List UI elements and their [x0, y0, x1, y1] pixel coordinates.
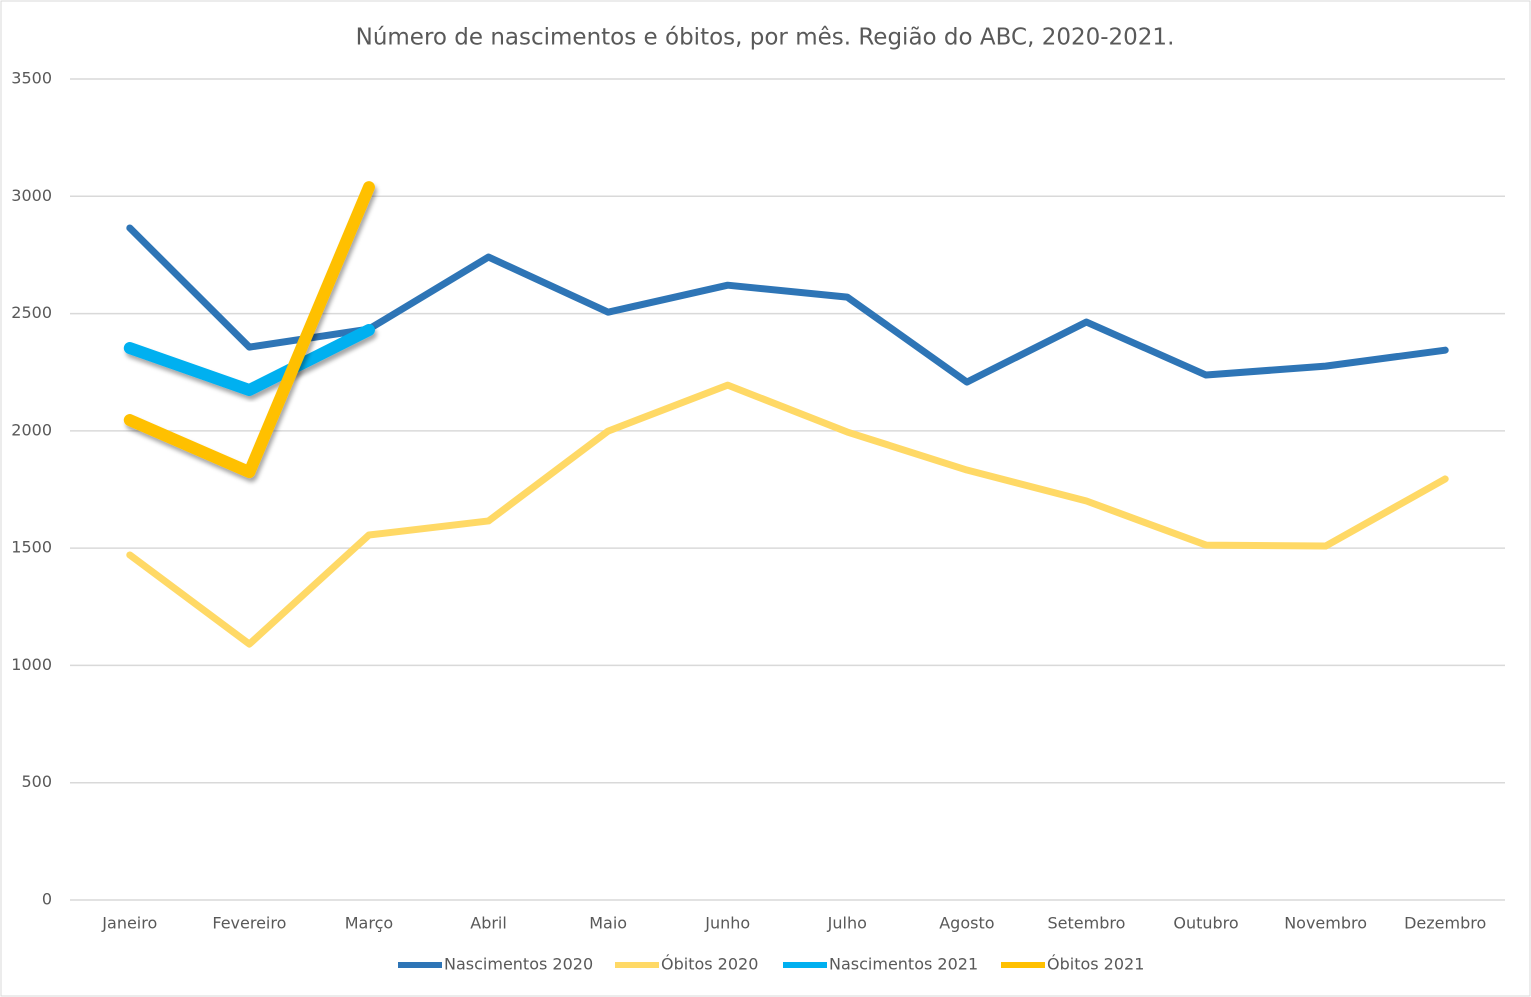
x-tick-label: Julho [827, 914, 867, 933]
legend-label: Nascimentos 2020 [444, 955, 593, 974]
x-tick-label: Maio [589, 914, 627, 933]
y-tick-label: 0 [42, 890, 52, 909]
y-tick-label: 2500 [11, 303, 52, 322]
x-tick-label: Agosto [939, 914, 994, 933]
x-tick-label: Setembro [1048, 914, 1126, 933]
x-tick-label: Fevereiro [212, 914, 286, 933]
legend-label: Nascimentos 2021 [829, 955, 978, 974]
y-tick-label: 1500 [11, 538, 52, 557]
series-line [126, 224, 1449, 386]
legend-label: Óbitos 2021 [1047, 955, 1144, 974]
x-tick-label: Dezembro [1404, 914, 1486, 933]
x-tick-label: Janeiro [101, 914, 157, 933]
legend-label: Óbitos 2020 [661, 955, 758, 974]
y-tick-label: 3000 [11, 186, 52, 205]
y-tick-label: 2000 [11, 420, 52, 439]
series-line [123, 323, 375, 397]
x-tick-label: Novembro [1284, 914, 1367, 933]
chart-title: Número de nascimentos e óbitos, por mês.… [356, 25, 1175, 51]
series-line [123, 181, 375, 479]
y-tick-label: 3500 [11, 69, 52, 88]
x-tick-label: Junho [704, 914, 750, 933]
series-line [126, 381, 1449, 648]
x-tick-label: Abril [470, 914, 507, 933]
y-tick-label: 1000 [11, 655, 52, 674]
x-tick-label: Março [345, 914, 393, 933]
y-tick-label: 500 [21, 772, 52, 791]
x-tick-label: Outubro [1173, 914, 1238, 933]
